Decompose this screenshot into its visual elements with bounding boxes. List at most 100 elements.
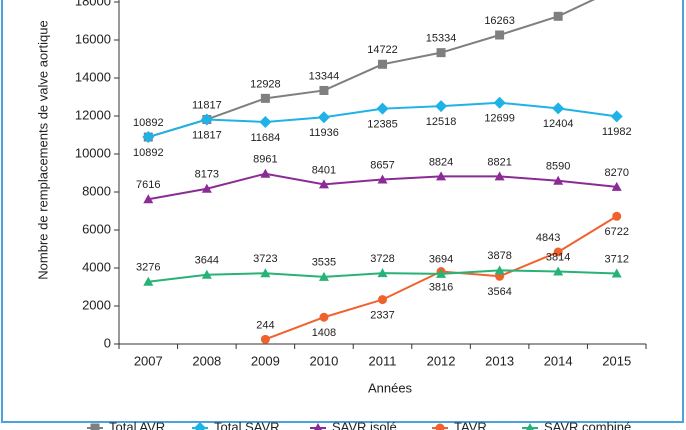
marker (552, 102, 565, 115)
data-label: 3878 (487, 250, 511, 262)
marker (90, 423, 100, 430)
series-line (265, 215, 618, 341)
data-label: 10892 (133, 117, 164, 129)
marker (318, 271, 329, 281)
data-label: 3535 (312, 257, 336, 269)
marker (319, 85, 329, 95)
x-tick-label: 2010 (309, 353, 338, 368)
marker (318, 179, 329, 189)
marker (436, 48, 446, 58)
marker (493, 96, 506, 109)
marker (201, 269, 212, 279)
marker (143, 276, 154, 286)
data-label: 16263 (484, 15, 515, 27)
y-tick-label: 4000 (82, 259, 111, 274)
data-label: 14722 (367, 44, 398, 56)
marker (377, 174, 388, 184)
marker (143, 194, 154, 204)
x-tick-label: 2009 (251, 353, 280, 368)
marker (553, 11, 563, 21)
data-label: 12385 (367, 119, 398, 131)
data-label: 1408 (312, 327, 336, 339)
data-label: 2337 (370, 310, 394, 322)
frame (1, 0, 684, 423)
data-label: 15334 (426, 33, 457, 45)
legend-label: TAVR (454, 419, 487, 430)
legend-label: SAVR isolé (332, 419, 397, 430)
data-label: 12404 (543, 118, 574, 130)
data-label: 8270 (604, 167, 628, 179)
marker (317, 111, 330, 124)
data-label: 3816 (429, 281, 453, 293)
marker (553, 266, 564, 276)
x-axis-label: Années (368, 380, 413, 395)
data-label: 3694 (429, 254, 453, 266)
marker (260, 268, 271, 278)
marker (142, 131, 155, 144)
legend-label: SAVR combiné (544, 419, 631, 430)
marker (494, 171, 505, 181)
y-tick-label: 12000 (75, 107, 111, 122)
marker (553, 175, 564, 185)
data-label: 8824 (429, 156, 453, 168)
y-tick-label: 0 (104, 335, 111, 350)
marker (494, 265, 505, 275)
y-tick-label: 16000 (75, 31, 111, 46)
marker (495, 30, 505, 40)
data-label: 244 (256, 319, 274, 331)
data-label: 8657 (370, 159, 394, 171)
data-label: 10892 (133, 147, 164, 159)
marker (436, 268, 447, 278)
x-tick-label: 2007 (134, 353, 163, 368)
data-label: 12699 (484, 113, 515, 125)
data-label: 3712 (604, 253, 628, 265)
marker (611, 181, 622, 191)
marker (435, 423, 445, 430)
data-label: 3276 (136, 262, 160, 274)
marker (435, 100, 448, 113)
data-label: 12928 (250, 78, 281, 90)
y-tick-label: 6000 (82, 221, 111, 236)
x-tick-label: 2011 (369, 353, 397, 368)
y-tick-label: 18000 (75, 0, 111, 8)
x-tick-label: 2013 (485, 353, 514, 368)
data-label: 8173 (195, 169, 219, 181)
data-label: 8821 (487, 156, 511, 168)
data-label: 11684 (250, 132, 280, 144)
marker (260, 168, 271, 178)
data-label: 8590 (546, 161, 570, 173)
marker (553, 247, 563, 257)
x-tick-label: 2015 (602, 353, 631, 368)
y-tick-label: 10000 (75, 145, 111, 160)
y-axis-label: Nombre de remplacements de valve aortiqu… (35, 20, 50, 279)
marker (314, 423, 322, 430)
x-tick-label: 2008 (192, 353, 221, 368)
marker (260, 93, 270, 103)
marker (377, 268, 388, 278)
marker (201, 183, 212, 193)
data-label: 11982 (602, 126, 632, 138)
y-tick-label: 2000 (82, 297, 111, 312)
data-label: 11817 (192, 99, 222, 111)
x-tick-label: 2012 (427, 353, 456, 368)
marker (319, 312, 329, 322)
data-label: 7616 (136, 179, 160, 191)
data-label: 11817 (192, 129, 222, 141)
marker (200, 113, 213, 126)
marker (378, 59, 387, 69)
data-label: 4843 (536, 232, 560, 244)
marker (260, 334, 270, 344)
data-label: 6722 (604, 226, 628, 238)
marker (194, 422, 206, 430)
data-label: 8961 (253, 154, 277, 166)
legend-label: Total AVR (109, 419, 165, 430)
y-tick-label: 8000 (82, 183, 111, 198)
marker (259, 116, 272, 129)
data-label: 3644 (195, 255, 219, 267)
data-label: 3564 (487, 286, 511, 298)
data-label: 13344 (309, 70, 340, 82)
data-label: 3728 (370, 253, 394, 265)
marker (378, 295, 387, 305)
data-label: 12518 (426, 116, 457, 128)
